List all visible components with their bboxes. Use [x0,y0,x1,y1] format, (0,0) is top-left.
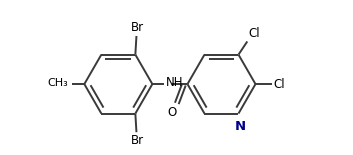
Text: Br: Br [131,134,144,147]
Text: Cl: Cl [273,78,285,91]
Text: Cl: Cl [249,27,260,40]
Text: CH₃: CH₃ [47,78,68,88]
Text: N: N [235,120,246,133]
Text: NH: NH [166,76,184,89]
Text: O: O [168,106,177,119]
Text: Br: Br [131,21,144,34]
